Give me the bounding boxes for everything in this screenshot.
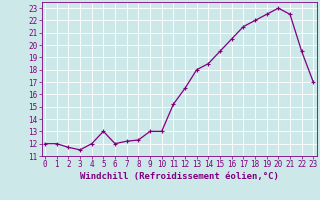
X-axis label: Windchill (Refroidissement éolien,°C): Windchill (Refroidissement éolien,°C) xyxy=(80,172,279,181)
